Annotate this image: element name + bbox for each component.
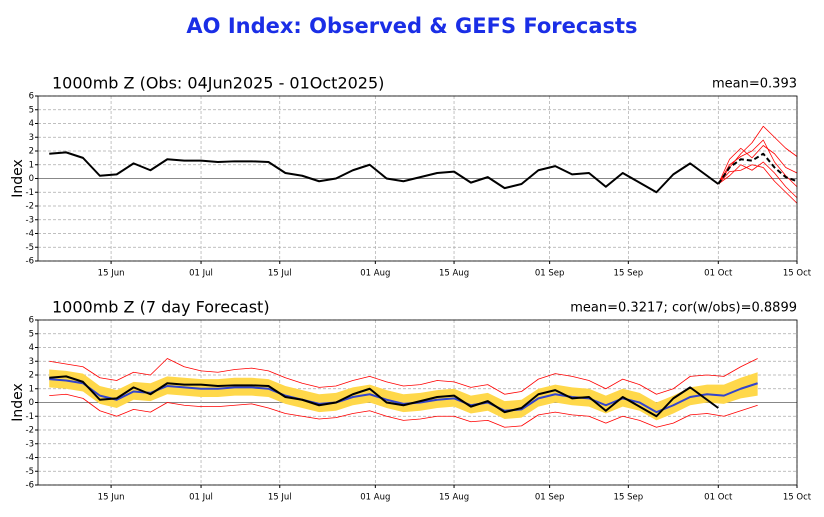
y-tick-label: 4: [29, 119, 34, 129]
annotation: mean=0.3217; cor(w/obs)=0.8899: [570, 301, 797, 316]
line: [717, 152, 798, 185]
annotation: mean=0.393: [712, 77, 797, 92]
line: [49, 151, 719, 194]
y-tick-label: -1: [26, 412, 34, 422]
y-tick-label: 0: [29, 398, 34, 408]
x-tick-label: 15 Jun: [98, 493, 125, 503]
x-tick-label: 01 Jul: [189, 493, 213, 503]
y-tick-label: 0: [29, 174, 34, 184]
line: [49, 393, 758, 428]
x-tick-label: 01 Sep: [535, 269, 565, 279]
panel-title: 1000mb Z (7 day Forecast): [52, 298, 270, 317]
x-tick-label: 15 Aug: [439, 269, 469, 279]
y-tick-label: -5: [26, 243, 34, 253]
line: [49, 358, 758, 395]
x-tick-label: 15 Oct: [783, 269, 812, 279]
x-tick-label: 15 Oct: [783, 493, 812, 503]
y-tick-label: 3: [29, 133, 34, 143]
y-tick-label: 2: [29, 371, 34, 381]
x-tick-label: 01 Oct: [704, 493, 733, 503]
y-tick-label: -2: [26, 426, 34, 436]
x-tick-label: 15 Sep: [614, 269, 644, 279]
y-tick-label: 3: [29, 357, 34, 367]
line: [717, 164, 798, 204]
plot-frame: [37, 319, 798, 486]
line: [49, 375, 719, 418]
y-tick-label: 1: [29, 160, 34, 170]
y-tick-label: 4: [29, 343, 34, 353]
x-tick-label: 01 Aug: [360, 493, 390, 503]
x-tick-label: 01 Oct: [704, 269, 733, 279]
y-axis-label: Index: [10, 159, 26, 198]
y-tick-label: 6: [29, 316, 34, 326]
line: [717, 125, 798, 185]
y-tick-label: -2: [26, 202, 34, 212]
x-tick-label: 01 Sep: [535, 493, 565, 503]
x-tick-label: 15 Jul: [268, 269, 292, 279]
y-tick-label: -1: [26, 188, 34, 198]
x-tick-label: 15 Jul: [268, 493, 292, 503]
y-tick-label: -3: [26, 215, 34, 225]
line: [717, 139, 798, 188]
y-tick-label: 6: [29, 92, 34, 102]
band: [49, 369, 758, 421]
y-tick-label: 5: [29, 105, 34, 115]
y-tick-label: 1: [29, 384, 34, 394]
x-tick-label: 15 Sep: [614, 493, 644, 503]
x-tick-label: 01 Aug: [360, 269, 390, 279]
y-tick-label: -5: [26, 467, 34, 477]
plot-frame: [37, 95, 798, 262]
x-tick-label: 01 Jul: [189, 269, 213, 279]
line: [49, 378, 758, 414]
figure-title: AO Index: Observed & GEFS Forecasts: [186, 14, 637, 38]
y-tick-label: -4: [26, 229, 34, 239]
y-tick-label: 5: [29, 329, 34, 339]
y-axis-label: Index: [10, 383, 26, 422]
y-tick-label: -3: [26, 439, 34, 449]
y-tick-label: -4: [26, 453, 34, 463]
y-tick-label: -6: [26, 481, 34, 491]
line: [717, 145, 798, 185]
y-tick-label: -6: [26, 257, 34, 267]
x-tick-label: 15 Jun: [98, 269, 125, 279]
panel-title: 1000mb Z (Obs: 04Jun2025 - 01Oct2025): [52, 74, 384, 93]
x-tick-label: 15 Aug: [439, 493, 469, 503]
y-tick-label: 2: [29, 147, 34, 157]
